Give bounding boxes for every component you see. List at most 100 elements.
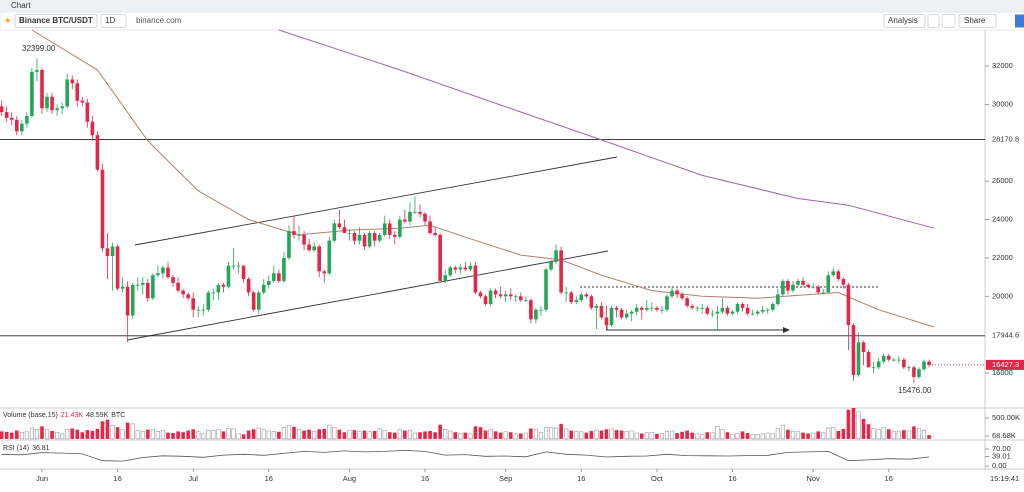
volume-bar	[770, 433, 775, 440]
volume-bar	[418, 432, 422, 439]
volume-bar	[614, 430, 619, 439]
candle-body	[735, 304, 740, 312]
candle-body	[115, 246, 120, 289]
symbol[interactable]: Binance BTC/USDT	[19, 16, 93, 25]
candle-body	[191, 298, 195, 310]
candle-body	[771, 304, 775, 310]
candle-body	[60, 106, 64, 109]
candle-body	[750, 313, 755, 315]
x-tick-label: Oct	[651, 474, 664, 483]
candle-body	[166, 267, 170, 278]
share[interactable]: Share	[964, 16, 986, 25]
candle-body	[554, 250, 558, 262]
volume-bar	[881, 426, 886, 440]
candle-body	[408, 211, 412, 222]
volume-bar	[538, 432, 544, 440]
candle-body	[448, 267, 453, 276]
volume-bar	[34, 429, 39, 440]
volume-bar	[795, 431, 801, 440]
volume-bar	[720, 429, 725, 440]
volume-bar	[841, 428, 846, 439]
candle-body	[342, 227, 347, 234]
volume-bar	[564, 428, 569, 440]
volume-bar	[372, 430, 377, 439]
candle-body	[226, 265, 231, 287]
candle-body	[418, 211, 422, 214]
volume-bar	[453, 432, 458, 439]
candle-body	[483, 296, 488, 305]
analysis[interactable]: Analysis	[888, 16, 918, 25]
volume-bar	[906, 430, 911, 440]
analysis-button[interactable]	[883, 14, 926, 28]
candle-body	[539, 309, 543, 311]
volume-bar	[569, 430, 574, 439]
volume-stat: 48.59K	[86, 412, 109, 419]
moving-average	[31, 29, 935, 328]
candle-body	[473, 265, 478, 293]
candle-body	[488, 290, 493, 305]
symbol-button[interactable]	[14, 14, 98, 28]
candle-body	[377, 234, 382, 241]
candle-body	[382, 223, 387, 235]
candle-body	[589, 296, 594, 308]
candle-body	[347, 233, 352, 234]
candle-body	[886, 355, 891, 360]
y-tick-label: 39.01	[992, 452, 1011, 461]
candle-body	[266, 280, 271, 285]
candle-body	[468, 265, 473, 270]
y-tick-label: 500.00K	[992, 413, 1020, 422]
volume-bar	[493, 431, 498, 439]
volume-bar	[140, 431, 145, 440]
candle-body	[594, 305, 599, 308]
volume-bar	[680, 431, 684, 439]
volume-bar	[423, 431, 427, 439]
candle-body	[352, 233, 357, 241]
share-button[interactable]	[958, 14, 997, 28]
volume-bar	[357, 431, 362, 440]
candle-body	[851, 325, 856, 375]
candle-body	[261, 284, 266, 293]
volume-bar	[836, 430, 841, 439]
candle-body	[927, 361, 931, 365]
candle-body	[277, 273, 281, 281]
candle-body	[4, 112, 9, 118]
volume-bar	[443, 429, 448, 440]
candle-body	[453, 267, 458, 270]
last-price-box	[986, 359, 1024, 370]
candle-body	[529, 300, 533, 320]
x-tick-label: 16	[577, 474, 585, 483]
candle-body	[614, 307, 619, 310]
volume-bar	[176, 431, 180, 439]
candle-body	[645, 307, 649, 310]
y-tick-label: 20000	[992, 291, 1013, 300]
volume-bar	[675, 433, 679, 439]
volume-bar	[60, 433, 65, 440]
draw-button[interactable]	[941, 14, 956, 28]
candle-body	[362, 234, 367, 247]
candle-body	[463, 267, 468, 270]
candle-body	[912, 367, 916, 377]
candle-body	[599, 305, 604, 318]
volume-bar	[574, 431, 579, 440]
candle-body	[206, 292, 211, 310]
rsi-title: RSI (14)	[3, 445, 29, 452]
volume-bar	[130, 423, 135, 440]
candle-body	[634, 307, 639, 312]
volume-bar	[912, 426, 916, 439]
x-tick-label: Nov	[806, 474, 820, 483]
star-icon[interactable]: ★	[4, 16, 11, 25]
volume-bar	[786, 429, 790, 439]
candle-body	[524, 300, 528, 301]
expand-button[interactable]	[1015, 14, 1024, 28]
y-tick-label: 26000	[992, 176, 1013, 185]
volume-bar	[241, 434, 246, 439]
interval[interactable]: 1D	[105, 16, 115, 25]
volume-bar	[55, 431, 60, 440]
indicator-button[interactable]	[927, 14, 940, 28]
candle-body	[564, 292, 568, 294]
candle-body	[398, 219, 402, 237]
interval-button[interactable]	[100, 14, 127, 28]
volume-bar	[921, 429, 927, 440]
source-link[interactable]: binance.com	[136, 16, 182, 25]
